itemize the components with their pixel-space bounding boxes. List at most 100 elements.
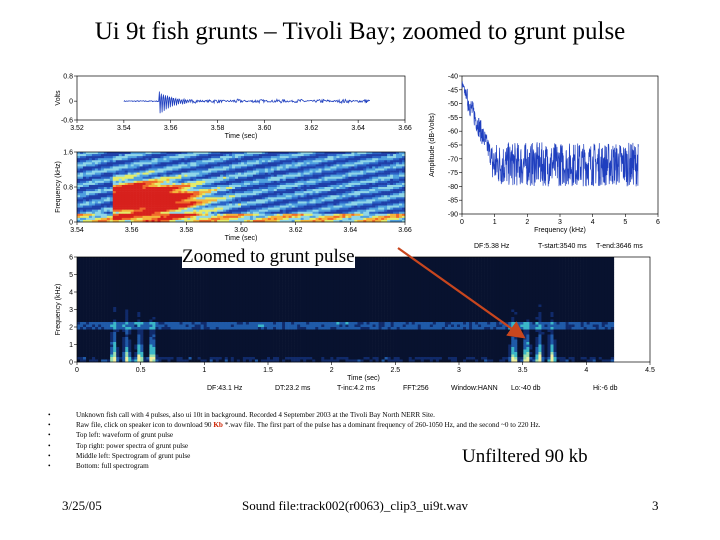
x-tick-label: 3.58 (180, 227, 194, 234)
x-tick-label: 3.66 (398, 125, 412, 132)
spectrogram-info-item: DT:23.2 ms (275, 385, 311, 392)
x-tick-label: 3.60 (234, 227, 248, 234)
y-tick-label: 5 (69, 272, 73, 279)
waveform-series (123, 91, 371, 114)
zoom-callout: Zoomed to grunt pulse (182, 246, 355, 268)
spectrogram-info-item: Hi:-6 db (593, 385, 618, 392)
spectrogram-info-item: FFT:256 (403, 385, 429, 392)
y-tick-label: -50 (448, 101, 458, 108)
power-spectrum-chart: 0 1 2 3 4 5 6 -40 -45 -50 -55 -60 -65 -70 -75 -80 -85 -90… (429, 74, 660, 251)
y-tick-label: 0.8 (63, 185, 73, 192)
spectrogram-info-item: Lo:-40 db (511, 385, 541, 392)
kb-link[interactable]: Kb (213, 421, 223, 430)
y-axis-label: Frequency (kHz) (55, 284, 62, 336)
x-tick-label: 3.60 (258, 125, 272, 132)
x-tick-label: 0 (460, 219, 464, 226)
grunt-spectrogram-chart: 3.54 3.56 3.58 3.60 3.62 3.64 3.66 1.6 0.8 0 Time … (55, 150, 412, 243)
spectrogram-info-item: DF:43.1 Hz (207, 385, 243, 392)
x-tick-label: 2 (525, 219, 529, 226)
y-tick-label: 1 (69, 342, 73, 349)
y-tick-label: -70 (448, 156, 458, 163)
y-tick-label: 2 (69, 325, 73, 332)
x-tick-label: 1.5 (263, 367, 273, 374)
slide-title: Ui 9t fish grunts – Tivoli Bay; zoomed t… (94, 18, 626, 45)
info-df: DF:5.38 Hz (474, 243, 510, 250)
x-axis-label: Time (sec) (225, 133, 258, 140)
y-tick-label: -60 (448, 129, 458, 136)
x-tick-label: 3 (457, 367, 461, 374)
y-tick-label: 4 (69, 290, 73, 297)
y-tick-label: 1.6 (63, 150, 73, 157)
note-item: Middle left: Spectrogram of grunt pulse (48, 451, 648, 461)
x-tick-label: 3.58 (211, 125, 225, 132)
y-tick-label: -75 (448, 170, 458, 177)
x-tick-label: 3.64 (344, 227, 358, 234)
note-item: Unknown fish call with 4 pulses, also ui… (48, 410, 648, 420)
spectrogram-info-item: Window:HANN (451, 385, 498, 392)
y-tick-label: -90 (448, 212, 458, 219)
info-tstart: T-start:3540 ms (538, 243, 587, 250)
x-axis-label: Time (sec) (225, 235, 258, 242)
y-axis-label: Amplitude (dB-Volts) (429, 113, 436, 177)
full-spectrogram-panel: 0 0.5 1 1.5 2 2.5 3 3.5 4 4.5 6 5 4 3 2 1 0 Time (sec) Fre… (52, 247, 668, 395)
note-item: Top left: waveform of grunt pulse (48, 430, 648, 440)
x-tick-label: 3 (558, 219, 562, 226)
x-tick-label: 2.5 (390, 367, 400, 374)
waveform-chart: 3.52 3.54 3.56 3.58 3.60 3.62 3.64 3.66 0.8 0 -0.6… (55, 74, 412, 141)
x-axis-label: Frequency (kHz) (534, 227, 586, 234)
y-tick-label: -0.6 (61, 118, 73, 125)
x-tick-label: 3.54 (117, 125, 131, 132)
footer-date: 3/25/05 (62, 498, 102, 513)
note-item: Bottom: full spectrogram (48, 461, 648, 471)
power-spectrum-panel: 0 1 2 3 4 5 6 -40 -45 -50 -55 -60 -65 -70 -75 -80 -85 -90… (428, 66, 668, 251)
y-tick-label: -80 (448, 184, 458, 191)
y-tick-label: -45 (448, 87, 458, 94)
note-item: Top right: power spectra of grunt pulse (48, 441, 648, 451)
x-tick-label: 0 (75, 367, 79, 374)
y-axis-label: Volts (55, 90, 62, 106)
y-tick-label: -55 (448, 115, 458, 122)
x-axis-label: Time (sec) (347, 375, 380, 382)
x-tick-label: 2 (330, 367, 334, 374)
x-tick-label: 3.66 (398, 227, 412, 234)
x-tick-label: 3.56 (125, 227, 139, 234)
y-tick-label: 0 (69, 360, 73, 367)
power-spectrum-series (461, 81, 639, 187)
x-tick-label: 4 (591, 219, 595, 226)
spectrogram-cells (77, 257, 615, 363)
plot-frame (76, 75, 406, 121)
y-tick-label: 0 (69, 99, 73, 106)
y-axis-label: Frequency (kHz) (55, 161, 62, 213)
unfiltered-label: Unfiltered 90 kb (462, 446, 588, 467)
y-tick-label: 3 (69, 307, 73, 314)
y-tick-label: -85 (448, 198, 458, 205)
x-tick-label: 3.54 (70, 227, 84, 234)
x-tick-label: 3.62 (289, 227, 303, 234)
x-tick-label: 3.64 (351, 125, 365, 132)
y-tick-label: -65 (448, 143, 458, 150)
footer-page-number: 3 (652, 498, 659, 513)
x-tick-label: 0.5 (136, 367, 146, 374)
footer-sound-file: Sound file:track002(r0063)_clip3_ui9t.wa… (242, 498, 469, 513)
spectrogram-info-item: T-inc:4.2 ms (337, 385, 376, 392)
full-spectrogram-chart: 0 0.5 1 1.5 2 2.5 3 3.5 4 4.5 6 5 4 3 2 1 0 Time (sec) Fre… (55, 255, 655, 393)
x-tick-label: 4.5 (645, 367, 655, 374)
x-tick-label: 6 (656, 219, 660, 226)
x-tick-label: 1 (493, 219, 497, 226)
x-tick-label: 3.62 (304, 125, 318, 132)
x-tick-label: 3.52 (70, 125, 84, 132)
x-tick-label: 5 (623, 219, 627, 226)
x-tick-label: 3.5 (518, 367, 528, 374)
y-tick-label: 0 (69, 220, 73, 227)
y-tick-label: -40 (448, 74, 458, 81)
spectrogram-cells (77, 152, 406, 223)
info-tend: T-end:3646 ms (596, 243, 643, 250)
note-item: Raw file, click on speaker icon to downl… (48, 420, 648, 430)
waveform-panel: 3.52 3.54 3.56 3.58 3.60 3.62 3.64 3.66 0.8 0 -0.6… (52, 66, 428, 144)
x-tick-label: 4 (584, 367, 588, 374)
x-tick-label: 3.56 (164, 125, 178, 132)
y-tick-label: 0.8 (63, 74, 73, 81)
x-tick-label: 1 (202, 367, 206, 374)
y-tick-label: 6 (69, 255, 73, 262)
